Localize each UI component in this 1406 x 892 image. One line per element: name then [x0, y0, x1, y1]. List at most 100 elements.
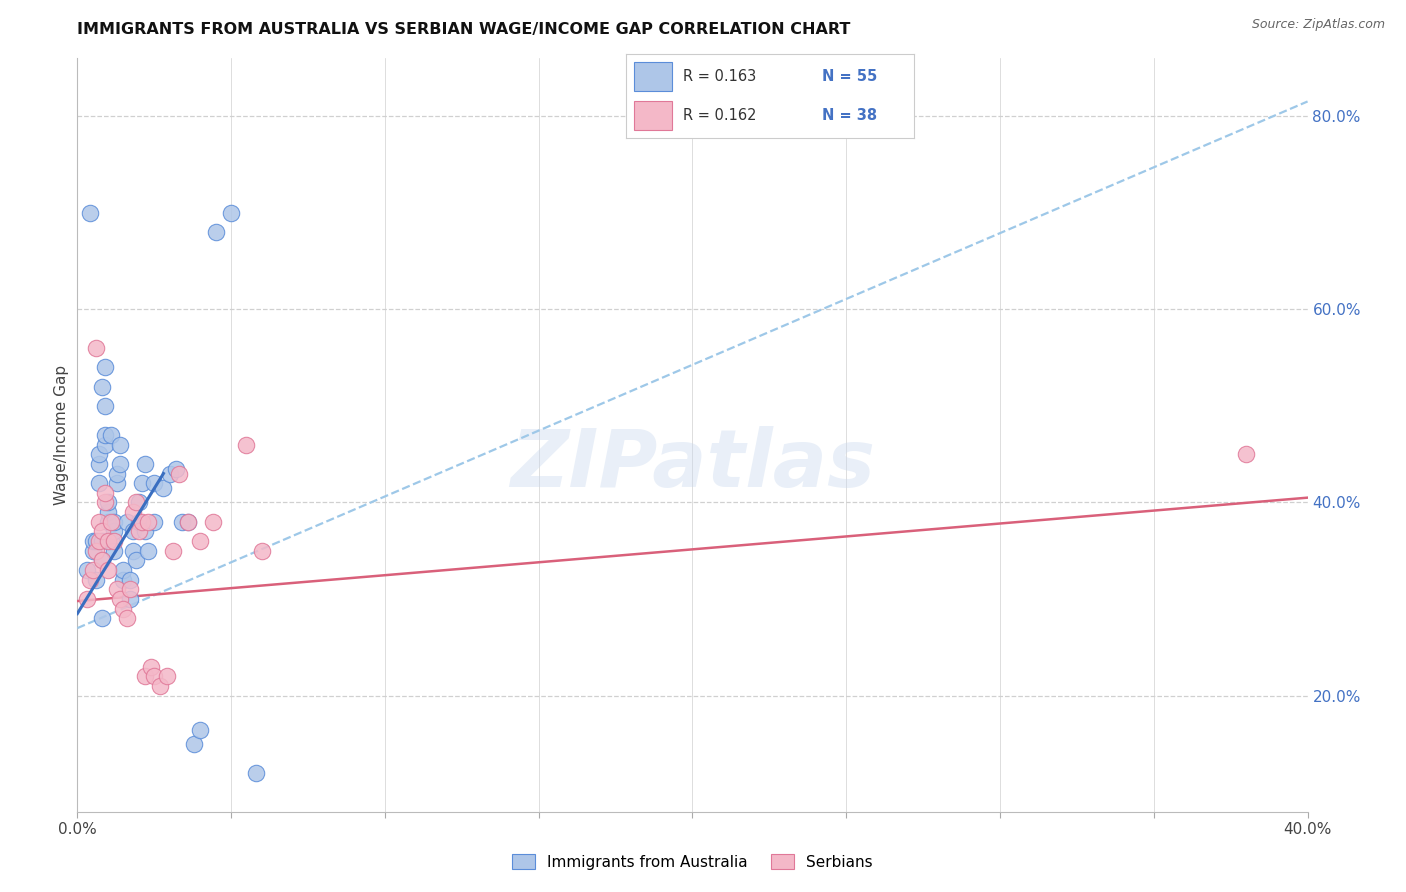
Point — [82, 534, 104, 549]
Point — [90, 611, 114, 625]
Point — [162, 863, 184, 877]
Point — [131, 515, 153, 529]
Point — [183, 737, 205, 751]
Point — [167, 467, 190, 481]
Point — [121, 505, 143, 519]
Point — [90, 534, 114, 549]
Point — [97, 563, 120, 577]
Point — [250, 544, 273, 558]
Point — [134, 457, 156, 471]
Point — [134, 524, 156, 539]
Point — [94, 428, 117, 442]
Point — [204, 225, 226, 239]
Point — [90, 524, 114, 539]
Text: N = 55: N = 55 — [821, 69, 877, 84]
Point — [136, 544, 159, 558]
Point — [177, 515, 200, 529]
Point — [115, 515, 138, 529]
Point — [188, 534, 212, 549]
Point — [112, 602, 135, 616]
Point — [177, 515, 200, 529]
Point — [235, 437, 257, 451]
Point — [118, 573, 141, 587]
Point — [110, 457, 132, 471]
Point — [79, 573, 101, 587]
Point — [188, 723, 212, 737]
Point — [152, 481, 174, 495]
Point — [105, 476, 128, 491]
Point — [100, 515, 122, 529]
Point — [1234, 447, 1257, 461]
Point — [118, 592, 141, 607]
Point — [97, 495, 120, 509]
Point — [82, 563, 104, 577]
Point — [103, 544, 125, 558]
Point — [100, 534, 122, 549]
Point — [149, 679, 172, 693]
Point — [128, 495, 150, 509]
Point — [84, 544, 107, 558]
Point — [76, 592, 98, 607]
Point — [94, 485, 117, 500]
Point — [118, 582, 141, 597]
Text: R = 0.163: R = 0.163 — [683, 69, 756, 84]
Point — [105, 582, 128, 597]
Text: IMMIGRANTS FROM AUSTRALIA VS SERBIAN WAGE/INCOME GAP CORRELATION CHART: IMMIGRANTS FROM AUSTRALIA VS SERBIAN WAG… — [77, 22, 851, 37]
Point — [105, 467, 128, 481]
Point — [103, 534, 125, 549]
Point — [90, 379, 114, 393]
Point — [100, 428, 122, 442]
Point — [97, 515, 120, 529]
Bar — [634, 62, 672, 91]
Point — [143, 515, 166, 529]
Point — [103, 515, 125, 529]
Point — [136, 515, 159, 529]
Point — [87, 476, 110, 491]
Point — [97, 534, 120, 549]
Point — [134, 669, 156, 683]
Point — [141, 660, 163, 674]
Point — [90, 553, 114, 567]
Text: Source: ZipAtlas.com: Source: ZipAtlas.com — [1251, 18, 1385, 31]
Point — [125, 495, 148, 509]
Point — [94, 360, 117, 375]
Bar — [634, 101, 672, 130]
Point — [84, 341, 107, 355]
Point — [143, 669, 166, 683]
Text: N = 38: N = 38 — [821, 108, 877, 123]
Point — [143, 476, 166, 491]
Point — [159, 467, 181, 481]
Legend: Immigrants from Australia, Serbians: Immigrants from Australia, Serbians — [506, 847, 879, 876]
Point — [110, 592, 132, 607]
Point — [201, 515, 224, 529]
Point — [82, 544, 104, 558]
Point — [103, 524, 125, 539]
Point — [170, 515, 193, 529]
Text: R = 0.162: R = 0.162 — [683, 108, 756, 123]
Point — [112, 573, 135, 587]
Point — [112, 563, 135, 577]
Point — [128, 515, 150, 529]
Point — [121, 544, 143, 558]
Point — [87, 515, 110, 529]
Text: ZIPatlas: ZIPatlas — [510, 426, 875, 504]
Point — [87, 534, 110, 549]
Point — [84, 573, 107, 587]
Point — [162, 544, 184, 558]
Point — [110, 437, 132, 451]
Point — [94, 399, 117, 413]
Point — [165, 461, 187, 475]
Point — [90, 553, 114, 567]
Point — [76, 563, 98, 577]
Point — [94, 437, 117, 451]
Point — [128, 524, 150, 539]
Point — [245, 766, 267, 780]
Point — [155, 669, 177, 683]
Point — [97, 505, 120, 519]
Point — [84, 534, 107, 549]
Point — [131, 476, 153, 491]
Point — [219, 205, 242, 219]
Point — [94, 495, 117, 509]
Point — [125, 553, 148, 567]
Point — [121, 524, 143, 539]
